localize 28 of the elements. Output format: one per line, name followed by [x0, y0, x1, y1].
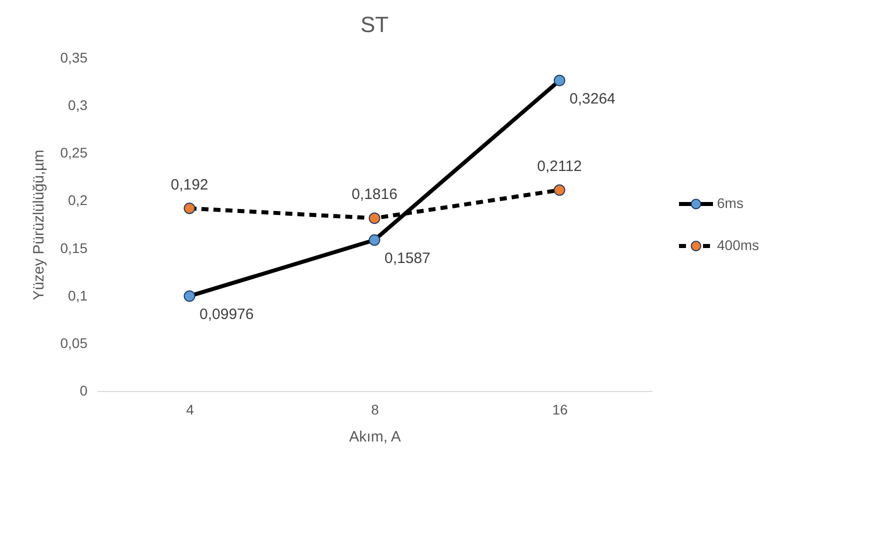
- x-axis-title: Akım, A: [349, 428, 401, 446]
- data-label: 0,1816: [352, 186, 398, 204]
- y-tick-label: 0,2: [68, 192, 88, 208]
- y-tick-label: 0: [80, 382, 88, 398]
- y-tick-label: 0,3: [68, 97, 88, 114]
- data-label: 0,09976: [200, 306, 254, 324]
- point: [554, 74, 566, 86]
- y-tick-label: 0,35: [60, 50, 88, 66]
- data-label: 0,2112: [537, 158, 582, 176]
- data-label: 0,1587: [384, 250, 430, 268]
- point: [368, 234, 380, 246]
- x-tick-label: 4: [186, 402, 194, 418]
- point: [184, 290, 196, 302]
- legend-label: 400ms: [717, 237, 760, 253]
- chart-title: ST: [360, 12, 389, 37]
- y-tick-label: 0,15: [60, 240, 88, 256]
- data-label: 0,192: [170, 176, 208, 194]
- y-tick-label: 0,1: [68, 287, 88, 304]
- y-tick-label: 0,05: [60, 334, 88, 351]
- point: [184, 202, 196, 214]
- data-label: 0,3264: [570, 90, 616, 108]
- x-tick-label: 16: [552, 402, 568, 418]
- legend-label: 6ms: [717, 195, 744, 211]
- x-tick-label: 8: [371, 402, 380, 418]
- point: [368, 212, 380, 224]
- y-tick-label: 0,25: [60, 144, 88, 161]
- point: [554, 184, 566, 196]
- y-axis-title: Yüzey Pürüzlülüğü,µm: [30, 150, 48, 300]
